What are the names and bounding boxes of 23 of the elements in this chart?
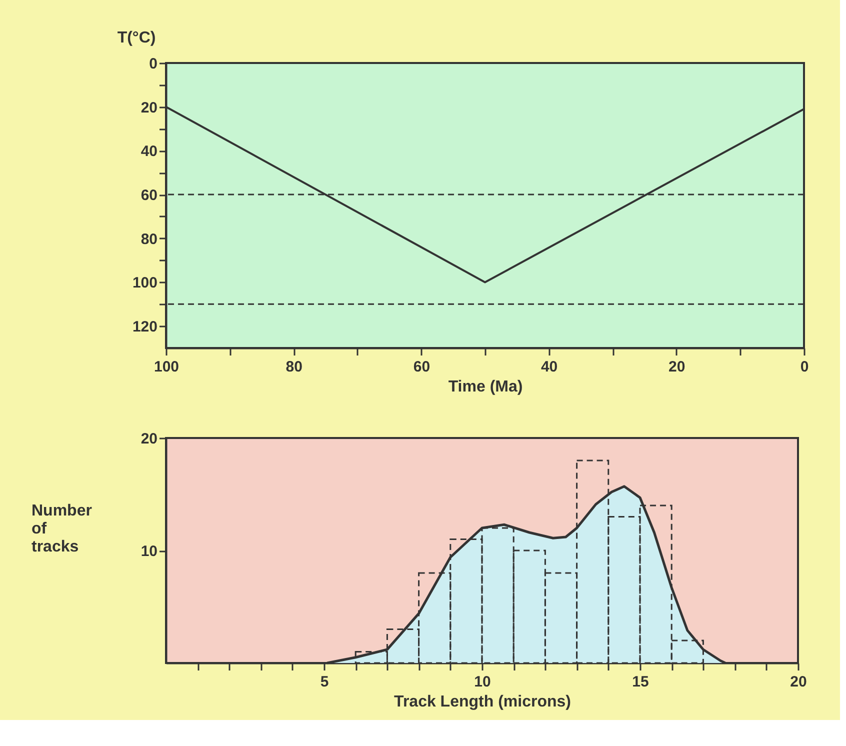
y-tick-label: 10	[140, 543, 158, 560]
y-tick-label: 60	[140, 187, 158, 204]
y-tick-label: 40	[140, 143, 158, 160]
y-tick-label: 100	[132, 274, 158, 292]
y-tick-label: 20	[140, 99, 158, 116]
y-tick-label: 0	[149, 56, 158, 72]
x-axis-title: Time (Ma)	[448, 378, 523, 396]
y-tick-label: 80	[140, 230, 158, 248]
x-tick-label: 100	[154, 358, 180, 376]
x-tick-label: 10	[474, 674, 491, 690]
x-tick-label: 80	[286, 358, 302, 376]
x-tick-label: 60	[413, 358, 430, 376]
y-axis-title: T(°C)	[117, 30, 156, 46]
x-tick-label: 15	[632, 674, 649, 690]
x-tick-label: 0	[800, 358, 809, 376]
x-axis-title: Track Length (microns)	[394, 694, 571, 710]
x-tick-label: 5	[320, 674, 329, 690]
x-tick-label: 40	[540, 358, 558, 376]
y-axis-title: Number of tracks	[32, 502, 92, 556]
x-tick-label: 20	[668, 358, 686, 376]
y-tick-label: 120	[132, 318, 158, 336]
y-tick-label: 20	[140, 430, 158, 448]
x-tick-label: 20	[790, 674, 807, 690]
